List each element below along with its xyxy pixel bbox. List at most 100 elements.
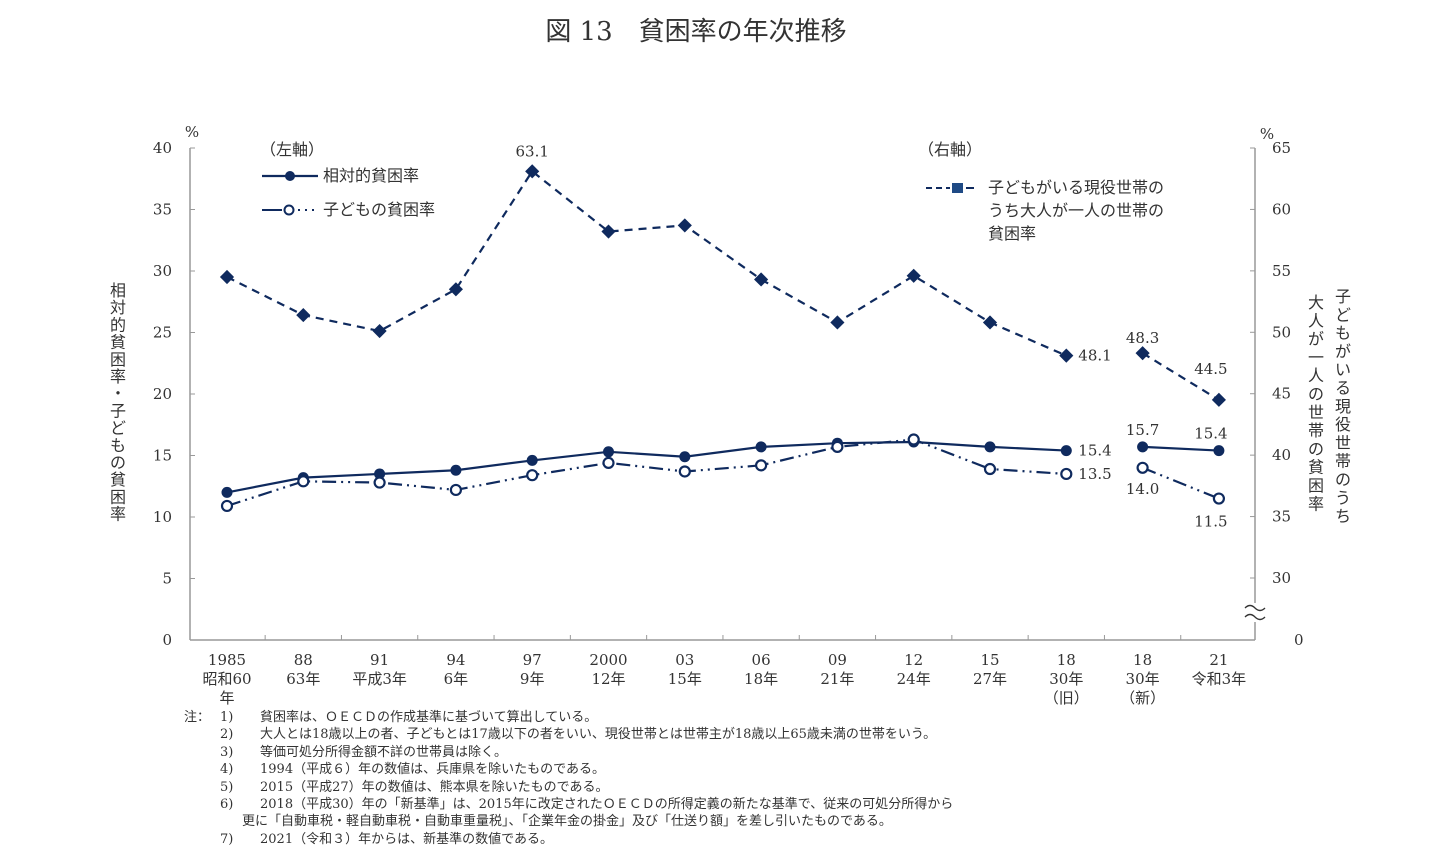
data-point-single-parent bbox=[601, 224, 616, 239]
left-axis-title-char: 率 bbox=[110, 367, 126, 386]
x-tick-era: 9年 bbox=[520, 670, 545, 688]
x-tick-year: 09 bbox=[828, 651, 847, 669]
data-label: 11.5 bbox=[1194, 513, 1227, 531]
right-axis-title-char: 一 bbox=[1308, 348, 1324, 367]
series-line-1 bbox=[226, 440, 1067, 494]
footnote-item: 3) 等価可処分所得金額不詳の世帯員は除く。 bbox=[184, 744, 953, 761]
data-point-child bbox=[373, 476, 386, 489]
data-point-child bbox=[754, 459, 768, 472]
legend-label-single-line: 子どもがいる現役世帯の bbox=[988, 178, 1164, 197]
x-tick-era: 12年 bbox=[591, 670, 625, 688]
data-point-child bbox=[983, 462, 997, 476]
footnote-prefix bbox=[184, 831, 220, 848]
data-point-relative bbox=[984, 441, 996, 453]
data-point-single-parent bbox=[296, 308, 311, 323]
x-tick-year: 94 bbox=[446, 651, 465, 669]
x-tick-era: 24年 bbox=[897, 670, 931, 688]
data-point-single-parent bbox=[830, 315, 845, 330]
right-axis-title-char: 役 bbox=[1335, 415, 1351, 434]
data-point-single-parent bbox=[219, 269, 235, 285]
data-point-child bbox=[220, 499, 234, 513]
legend-label-single-line: 貧困率 bbox=[988, 224, 1036, 243]
left-axis-title-char: も bbox=[110, 436, 126, 455]
right-tick-label-zero: 0 bbox=[1294, 631, 1304, 649]
footnote-text: 更に「自動車税・軽自動車税・自動車重量税」、「企業年金の掛金」及び「仕送り額」を… bbox=[242, 814, 892, 830]
footnote-text: 大人とは18歳以上の者、子どもとは17歳以下の者をいい、現役世帯とは世帯主が18… bbox=[260, 727, 937, 743]
footnote-item: 更に「自動車税・軽自動車税・自動車重量税」、「企業年金の掛金」及び「仕送り額」を… bbox=[184, 813, 953, 830]
left-axis-title-char: 対 bbox=[110, 298, 126, 317]
right-tick-label: 35 bbox=[1272, 508, 1291, 526]
footnote-prefix bbox=[184, 744, 220, 761]
x-tick-era: 平成3年 bbox=[352, 670, 407, 688]
data-label: 14.0 bbox=[1126, 480, 1159, 498]
data-point-single-parent bbox=[754, 272, 769, 287]
footnote-prefix: 注： bbox=[184, 710, 211, 725]
legend-label-child: 子どもの貧困率 bbox=[323, 200, 435, 219]
data-point-relative bbox=[374, 468, 386, 480]
data-label: 48.1 bbox=[1078, 347, 1111, 365]
data-labels: 15.4 15.7 15.4 13.5 14.0 11.5 63.1 48.1 48.3 44.5 bbox=[515, 142, 1227, 530]
x-tick-era-sub: （新） bbox=[1120, 689, 1165, 707]
data-label: 44.5 bbox=[1194, 360, 1227, 378]
left-axis-title-char: 困 bbox=[110, 350, 126, 369]
right-axis-title-char: 大 bbox=[1308, 293, 1324, 312]
right-axis-title-char: 人 bbox=[1308, 366, 1324, 385]
data-point-single-parent bbox=[982, 315, 998, 330]
x-tick-year: 12 bbox=[904, 651, 923, 669]
right-axis-title-char: い bbox=[1335, 360, 1351, 379]
data-point-child bbox=[526, 469, 539, 482]
footnote-number: 6) bbox=[220, 797, 234, 813]
right-axis-title-char: う bbox=[1335, 488, 1351, 507]
x-tick-era: 27年 bbox=[973, 670, 1007, 688]
x-tick-era-sub: 年 bbox=[219, 689, 234, 707]
data-point-single-parent bbox=[1059, 348, 1074, 363]
data-point-relative bbox=[1137, 441, 1149, 453]
footnote-text: 1994（平成６）年の数値は、兵庫県を除いたものである。 bbox=[260, 762, 605, 778]
footnote-text: 2018（平成30）年の「新基準」は、2015年に改定されたＯＥＣＤの所得定義の… bbox=[260, 797, 954, 813]
data-point-single-parent bbox=[1135, 346, 1150, 361]
left-tick-label: 40 bbox=[153, 139, 172, 157]
footnote-text: 2021（令和３）年からは、新基準の数値である。 bbox=[260, 831, 553, 847]
right-axis-title-char: の bbox=[1335, 470, 1351, 489]
data-point-single-parent bbox=[372, 323, 387, 339]
right-axis-title-char: る bbox=[1335, 379, 1351, 398]
data-point-child bbox=[1060, 467, 1073, 481]
x-tick-year: 18 bbox=[1133, 651, 1152, 669]
data-label: 13.5 bbox=[1078, 465, 1111, 483]
footnote-number: 5) bbox=[220, 779, 234, 795]
legend-marker-square bbox=[952, 183, 963, 193]
data-point-child bbox=[1212, 492, 1226, 505]
footnote-item: 7) 2021（令和３）年からは、新基準の数値である。 bbox=[184, 831, 953, 848]
left-axis-title-char: の bbox=[110, 453, 126, 472]
data-point-relative bbox=[1060, 445, 1072, 457]
data-label: 63.1 bbox=[515, 142, 548, 160]
footnote-text: 等価可処分所得金額不詳の世帯員は除く。 bbox=[260, 744, 508, 760]
left-axis-title-char: 貧 bbox=[110, 470, 126, 489]
x-tick-year: 21 bbox=[1209, 651, 1228, 669]
right-axis-title-char: 人 bbox=[1308, 311, 1324, 330]
data-point-single-parent bbox=[525, 164, 540, 179]
x-tick-year: 1985 bbox=[208, 651, 246, 669]
left-unit-label: % bbox=[185, 123, 199, 141]
data-point-relative bbox=[755, 441, 767, 453]
right-axis-title-char: 子 bbox=[1335, 287, 1351, 306]
left-axis-title-char: ど bbox=[110, 419, 126, 438]
x-tick-era: 18年 bbox=[744, 670, 778, 688]
x-tick-year: 97 bbox=[523, 651, 542, 669]
left-tick-label: 0 bbox=[162, 631, 172, 649]
data-point-child bbox=[297, 475, 310, 488]
right-axis-title-char: 貧 bbox=[1308, 458, 1324, 477]
data-point-child bbox=[602, 456, 615, 469]
series-line-2 bbox=[1142, 466, 1220, 500]
right-unit-label: % bbox=[1260, 125, 1274, 143]
footnote-number: 7) bbox=[220, 831, 234, 847]
x-tick-era: 15年 bbox=[668, 670, 702, 688]
right-tick-label: 55 bbox=[1272, 262, 1291, 280]
data-point-relative bbox=[603, 446, 614, 458]
left-axis-title-char: 率 bbox=[110, 505, 126, 524]
right-axis-title-char: ど bbox=[1335, 305, 1351, 324]
axis-break-icon bbox=[1244, 604, 1266, 621]
data-point-relative bbox=[526, 454, 538, 466]
